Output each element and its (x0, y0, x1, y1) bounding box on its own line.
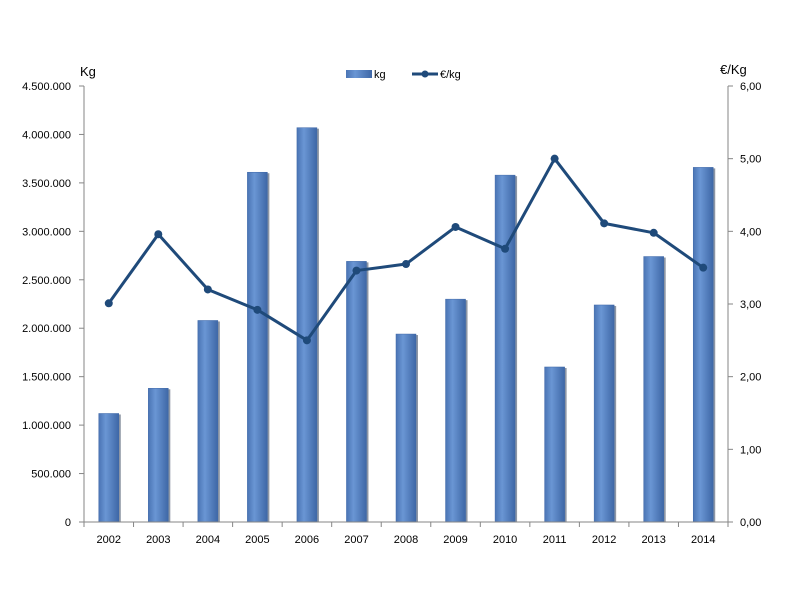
right-tick-label: 1,00 (740, 444, 761, 456)
legend-line-marker (421, 70, 429, 78)
line-point (104, 299, 113, 308)
left-tick-label: 1.000.000 (22, 420, 71, 432)
bar (643, 256, 664, 523)
right-tick-label: 6,00 (740, 81, 761, 93)
left-tick-label: 0 (65, 517, 71, 529)
bar (593, 304, 615, 523)
right-ticks: 0,00 1,00 2,00 3,00 4,00 5,00 6,00 (728, 81, 761, 529)
x-tick-label: 2008 (394, 534, 418, 546)
left-tick-label: 500.000 (31, 469, 71, 481)
left-tick-label: 2.500.000 (22, 275, 71, 287)
line-point (649, 228, 658, 237)
x-tick-label: 2011 (543, 534, 567, 546)
legend-line-label: €/kg (440, 69, 461, 81)
x-tick-label: 2012 (592, 534, 616, 546)
right-axis-label: €/Kg (720, 62, 747, 77)
left-tick-label: 1.500.000 (22, 372, 71, 384)
line-point (352, 266, 361, 275)
x-tick-label: 2006 (295, 534, 319, 546)
bar (296, 127, 318, 523)
line-point (699, 263, 708, 272)
bars-layer (98, 127, 716, 523)
bar (148, 388, 169, 523)
bar (544, 366, 565, 523)
legend: kg €/kg (346, 69, 461, 81)
line-point (451, 222, 460, 231)
x-tick-label: 2013 (641, 534, 665, 546)
x-ticks: 2002 2003 2004 2005 2006 2007 2008 2009 2010 2011… (83, 522, 729, 546)
line-point (154, 230, 163, 239)
left-tick-label: 4.500.000 (22, 81, 71, 93)
bar (395, 333, 417, 523)
x-tick-label: 2005 (245, 534, 269, 546)
line-point (302, 336, 311, 345)
line-point (253, 305, 262, 314)
bar (197, 320, 219, 523)
legend-bar-label: kg (374, 69, 386, 81)
right-tick-label: 0,00 (740, 517, 761, 529)
line-layer (104, 154, 708, 345)
bar (98, 413, 120, 523)
bar (692, 167, 714, 523)
x-tick-label: 2007 (344, 534, 368, 546)
bar (494, 174, 516, 523)
right-tick-label: 4,00 (740, 226, 761, 238)
bar (346, 261, 367, 523)
line-point (600, 219, 609, 228)
right-tick-label: 2,00 (740, 372, 761, 384)
right-tick-label: 5,00 (740, 154, 761, 166)
x-tick-label: 2003 (146, 534, 170, 546)
line-point (402, 260, 410, 269)
left-tick-label: 3.000.000 (22, 226, 71, 238)
x-tick-label: 2002 (97, 534, 121, 546)
legend-bar-swatch (346, 70, 372, 78)
left-tick-label: 2.000.000 (22, 323, 71, 335)
line-point (203, 285, 212, 294)
line-point (501, 244, 510, 253)
x-tick-label: 2014 (691, 534, 715, 546)
left-tick-label: 4.000.000 (22, 129, 71, 141)
left-axis-label: Kg (80, 64, 96, 79)
right-tick-label: 3,00 (740, 299, 761, 311)
left-tick-label: 3.500.000 (22, 178, 71, 190)
bar (445, 298, 466, 523)
x-tick-label: 2009 (443, 534, 467, 546)
x-tick-label: 2010 (493, 534, 517, 546)
left-ticks: 0 500.000 1.000.000 1.500.000 2.000.000 2.500… (22, 81, 84, 529)
line-point (550, 154, 559, 163)
bar (247, 171, 268, 523)
x-tick-label: 2004 (196, 534, 220, 546)
